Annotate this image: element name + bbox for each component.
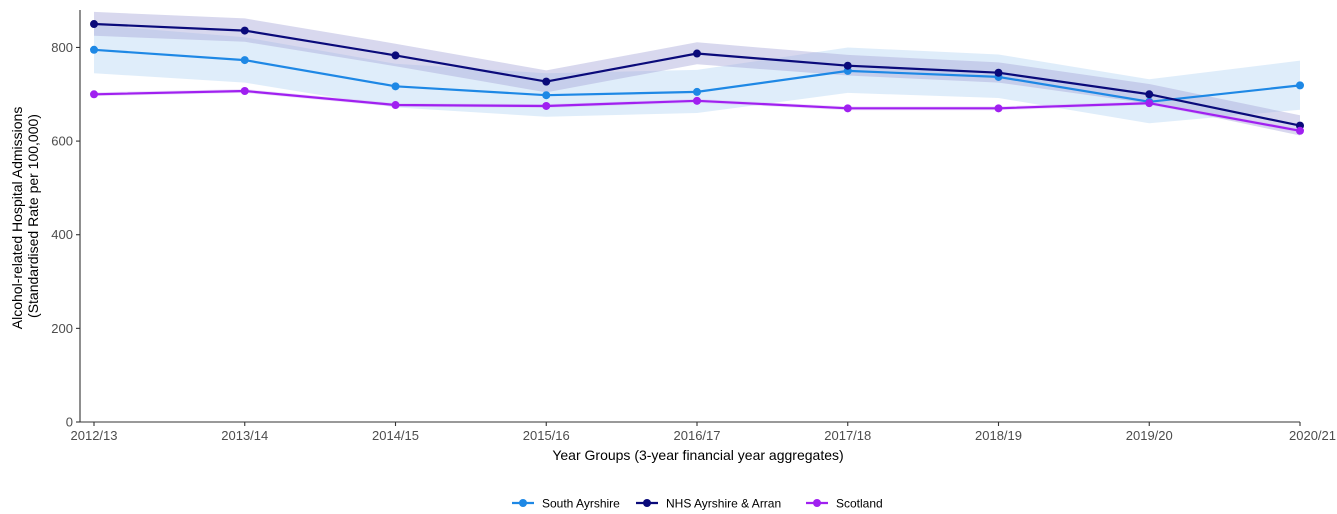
x-tick-label: 2013/14 [221, 428, 268, 443]
data-point [391, 101, 400, 110]
data-point [1145, 90, 1154, 99]
y-axis-title: Alcohol-related Hospital Admissions (Sta… [9, 103, 41, 329]
legend-label: NHS Ayrshire & Arran [666, 497, 781, 511]
y-tick-label: 0 [66, 415, 73, 430]
data-point [240, 56, 249, 65]
y-tick-label: 400 [51, 227, 73, 242]
data-point [542, 91, 551, 100]
y-tick-label: 600 [51, 134, 73, 149]
data-point [542, 101, 551, 110]
x-axis-title: Year Groups (3-year financial year aggre… [552, 447, 843, 463]
legend-key-point [813, 499, 821, 507]
confidence-band-1 [94, 11, 1300, 136]
x-tick-label: 2017/18 [824, 428, 871, 443]
legend: South Ayrshire NHS Ayrshire & Arran Scotla… [512, 497, 883, 511]
legend-label: Scotland [836, 497, 883, 511]
data-point [90, 20, 98, 29]
data-point [1296, 81, 1304, 90]
x-tick-label: 2014/15 [372, 428, 419, 443]
y-axis-title-line-2: (Standardised Rate per 100,000) [25, 114, 41, 318]
x-tick-label: 2020/21 [1289, 428, 1336, 443]
data-point [90, 45, 98, 54]
confidence-band-2 [94, 89, 1300, 133]
data-point [693, 87, 701, 96]
y-tick-label: 800 [51, 40, 73, 55]
y-axis-title-line-1: Alcohol-related Hospital Admissions [9, 107, 25, 330]
x-tick-label: 2016/17 [674, 428, 721, 443]
data-point [1145, 99, 1154, 108]
confidence-bands [94, 11, 1300, 136]
data-point [240, 26, 249, 35]
data-point [90, 90, 98, 99]
x-tick-label: 2019/20 [1126, 428, 1173, 443]
data-point [391, 51, 400, 60]
x-tick-label: 2015/16 [523, 428, 570, 443]
legend-label: South Ayrshire [542, 497, 620, 511]
confidence-band-0 [94, 25, 1300, 124]
data-point [693, 96, 701, 105]
x-axis-ticks: 2012/13 2013/14 2014/15 2015/16 2016/17 2017/… [71, 422, 1336, 443]
x-tick-label: 2018/19 [975, 428, 1022, 443]
data-point [693, 49, 701, 58]
y-axis-ticks: 0 200 400 600 800 [51, 40, 80, 430]
data-point [391, 82, 400, 91]
y-tick-label: 200 [51, 321, 73, 336]
legend-key-point [519, 499, 527, 507]
data-point [994, 104, 1003, 113]
data-point [994, 68, 1003, 77]
data-point [843, 104, 852, 113]
x-tick-label: 2012/13 [71, 428, 118, 443]
data-point [1296, 126, 1304, 135]
legend-key-point [643, 499, 651, 507]
data-point [843, 61, 852, 70]
series-points [90, 20, 1304, 135]
data-point [240, 86, 249, 95]
data-point [542, 77, 551, 86]
